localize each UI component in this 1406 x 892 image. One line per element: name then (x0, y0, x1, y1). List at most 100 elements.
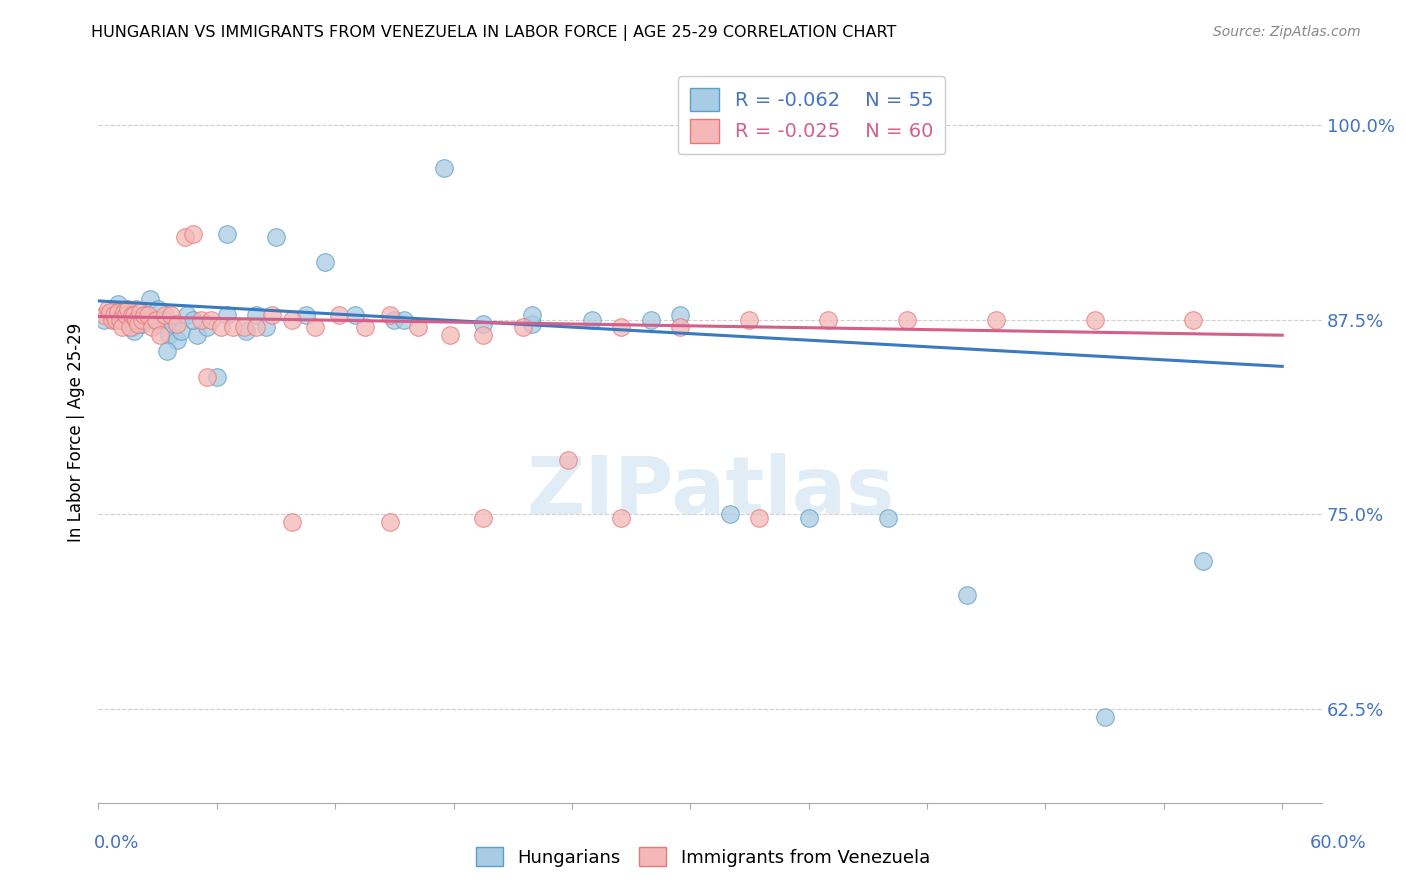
Point (581, 312, 603, 326)
Point (156, 343, 179, 358)
Point (101, 312, 124, 326)
Point (200, 312, 222, 326)
Point (174, 230, 197, 244)
Point (115, 301, 138, 316)
Point (522, 308, 544, 322)
Point (264, 230, 287, 244)
Point (245, 320, 267, 334)
Point (127, 312, 149, 326)
Point (125, 312, 148, 326)
Point (121, 320, 143, 334)
Point (149, 328, 172, 343)
Point (557, 453, 579, 467)
Point (382, 312, 405, 326)
Point (472, 328, 495, 343)
Point (125, 301, 148, 316)
Point (343, 308, 366, 322)
Point (876, 510, 898, 524)
Point (669, 308, 692, 322)
Point (105, 312, 128, 326)
Point (215, 227, 238, 241)
Point (260, 308, 283, 322)
Point (748, 510, 770, 524)
Point (141, 320, 163, 334)
Point (669, 320, 692, 334)
Point (433, 161, 456, 176)
Point (118, 320, 141, 334)
Point (955, 589, 977, 603)
Point (380, 308, 402, 322)
Point (160, 308, 183, 322)
Point (512, 320, 534, 334)
Point (718, 508, 741, 522)
Point (155, 308, 177, 322)
Point (640, 312, 662, 326)
Point (128, 305, 150, 319)
Text: HUNGARIAN VS IMMIGRANTS FROM VENEZUELA IN LABOR FORCE | AGE 25-29 CORRELATION CH: HUNGARIAN VS IMMIGRANTS FROM VENEZUELA I… (91, 25, 897, 41)
Legend: Hungarians, Immigrants from Venezuela: Hungarians, Immigrants from Venezuela (470, 840, 936, 874)
Point (93, 312, 115, 326)
Text: ZIPatlas: ZIPatlas (526, 453, 894, 531)
Point (97, 301, 120, 316)
Point (103, 312, 125, 326)
Point (111, 312, 134, 326)
Point (353, 320, 375, 334)
Point (112, 308, 135, 322)
Point (127, 318, 149, 332)
Point (131, 318, 153, 332)
Point (166, 333, 188, 347)
Point (738, 312, 761, 326)
Point (166, 318, 188, 332)
Point (610, 320, 633, 334)
Point (122, 324, 145, 338)
Point (186, 328, 208, 343)
Point (135, 308, 157, 322)
Point (380, 515, 402, 529)
Point (392, 312, 416, 326)
Point (281, 515, 304, 529)
Point (896, 312, 918, 326)
Point (1182, 312, 1205, 326)
Point (314, 255, 336, 269)
Point (209, 320, 232, 334)
Point (170, 324, 193, 338)
Point (118, 305, 141, 319)
Point (98, 305, 121, 319)
Point (1192, 554, 1215, 568)
Point (98, 305, 121, 319)
Point (108, 305, 131, 319)
Text: Source: ZipAtlas.com: Source: ZipAtlas.com (1213, 25, 1361, 39)
Point (797, 510, 820, 524)
Point (1084, 312, 1107, 326)
Point (105, 305, 128, 319)
Point (132, 308, 155, 322)
Point (817, 312, 839, 326)
Point (472, 318, 495, 332)
Y-axis label: In Labor Force | Age 25-29: In Labor Force | Age 25-29 (66, 323, 84, 542)
Point (121, 308, 143, 322)
Point (103, 308, 125, 322)
Point (195, 320, 218, 334)
Point (181, 227, 204, 241)
Point (610, 510, 633, 524)
Point (304, 320, 326, 334)
Point (112, 305, 135, 319)
Point (233, 320, 256, 334)
Point (195, 370, 218, 384)
Point (122, 308, 145, 322)
Point (281, 312, 304, 326)
Point (117, 301, 139, 316)
Point (136, 308, 159, 322)
Point (472, 510, 495, 524)
Point (117, 318, 139, 332)
Point (159, 328, 181, 343)
Legend: R = -0.062    N = 55, R = -0.025    N = 60: R = -0.062 N = 55, R = -0.025 N = 60 (678, 76, 945, 154)
Point (984, 312, 1007, 326)
Point (108, 312, 131, 326)
Point (254, 320, 277, 334)
Point (406, 320, 429, 334)
Point (93, 308, 115, 322)
Point (131, 312, 153, 326)
Text: 0.0%: 0.0% (94, 834, 139, 852)
Point (215, 308, 238, 322)
